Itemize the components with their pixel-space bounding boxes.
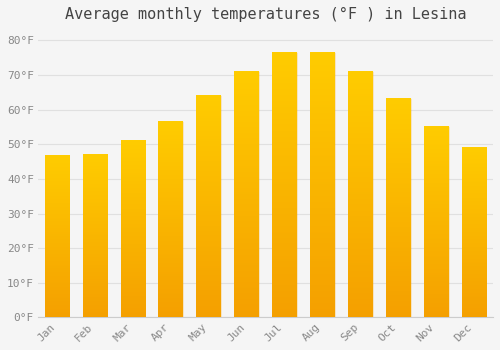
Title: Average monthly temperatures (°F ) in Lesina: Average monthly temperatures (°F ) in Le… (65, 7, 466, 22)
